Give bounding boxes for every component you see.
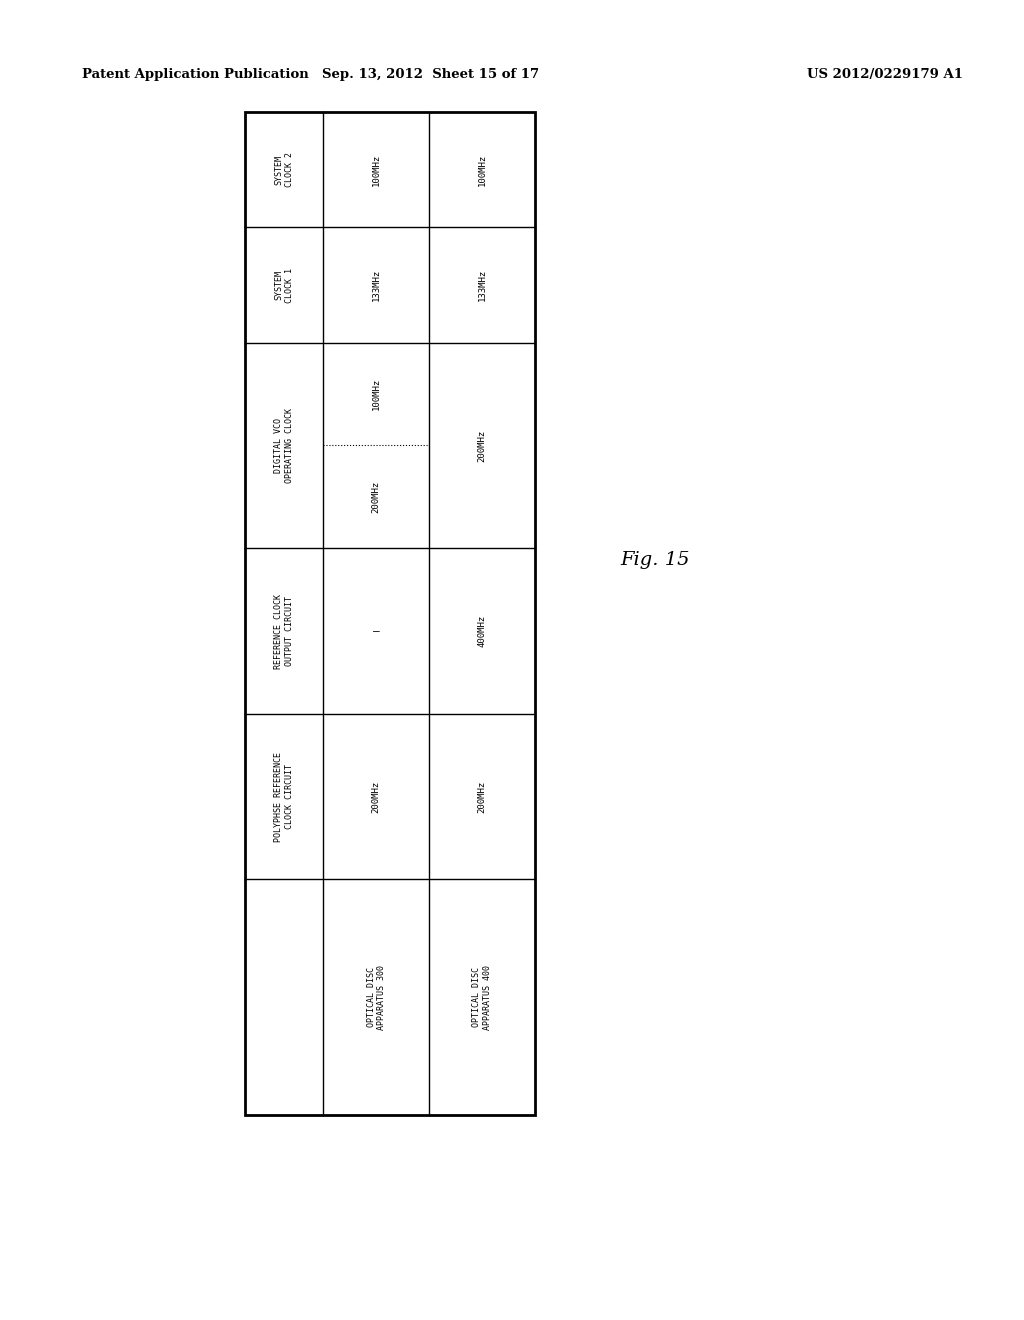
Text: —: — xyxy=(373,626,380,636)
Text: OPTICAL DISC
APPARATUS 300: OPTICAL DISC APPARATUS 300 xyxy=(367,965,386,1030)
Text: 100MHz: 100MHz xyxy=(477,153,486,186)
Text: 200MHz: 200MHz xyxy=(372,480,381,513)
Text: 400MHz: 400MHz xyxy=(477,615,486,647)
Text: Patent Application Publication: Patent Application Publication xyxy=(82,69,309,81)
Text: 100MHz: 100MHz xyxy=(372,153,381,186)
Text: REFERENCE CLOCK
OUTPUT CIRCUIT: REFERENCE CLOCK OUTPUT CIRCUIT xyxy=(274,594,294,668)
Text: DIGITAL VCO
OPERATING CLOCK: DIGITAL VCO OPERATING CLOCK xyxy=(274,408,294,483)
Text: 200MHz: 200MHz xyxy=(477,780,486,813)
Text: Fig. 15: Fig. 15 xyxy=(620,550,689,569)
Text: 200MHz: 200MHz xyxy=(477,429,486,462)
Text: OPTICAL DISC
APPARATUS 400: OPTICAL DISC APPARATUS 400 xyxy=(472,965,492,1030)
Text: US 2012/0229179 A1: US 2012/0229179 A1 xyxy=(807,69,963,81)
Text: 100MHz: 100MHz xyxy=(372,378,381,411)
Text: 133MHz: 133MHz xyxy=(372,269,381,301)
Text: POLYPHSE REFERENCE
CLOCK CIRCUIT: POLYPHSE REFERENCE CLOCK CIRCUIT xyxy=(274,751,294,842)
Text: Sep. 13, 2012  Sheet 15 of 17: Sep. 13, 2012 Sheet 15 of 17 xyxy=(322,69,539,81)
Text: 133MHz: 133MHz xyxy=(477,269,486,301)
Text: SYSTEM
CLOCK 1: SYSTEM CLOCK 1 xyxy=(274,268,294,302)
Text: 200MHz: 200MHz xyxy=(372,780,381,813)
Bar xyxy=(245,112,535,1115)
Text: SYSTEM
CLOCK 2: SYSTEM CLOCK 2 xyxy=(274,152,294,187)
